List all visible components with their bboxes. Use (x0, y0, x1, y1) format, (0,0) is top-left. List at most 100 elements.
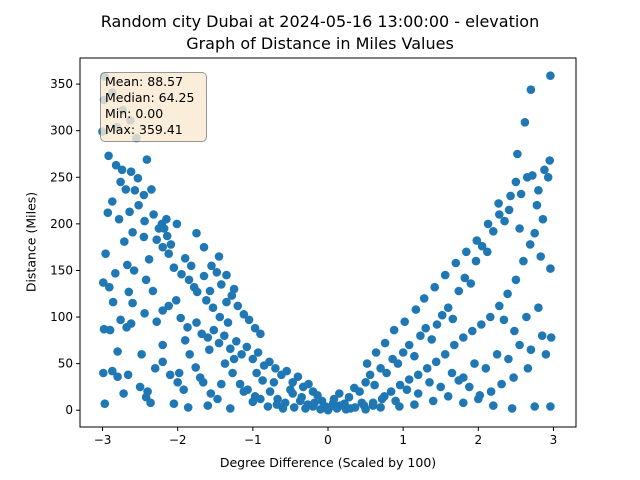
data-point (134, 200, 143, 210)
data-point (171, 296, 181, 305)
data-point (413, 370, 423, 380)
data-point (214, 252, 224, 261)
data-point (513, 149, 522, 159)
data-point (504, 354, 513, 364)
data-point (144, 254, 154, 264)
data-point (489, 401, 498, 410)
data-point (454, 376, 464, 385)
data-point (282, 366, 292, 376)
data-point (365, 370, 375, 380)
data-point (466, 279, 476, 288)
data-point (509, 373, 518, 382)
data-point (119, 389, 128, 398)
data-point (468, 326, 477, 336)
data-point (180, 336, 190, 345)
data-point (289, 403, 299, 412)
data-point (229, 284, 239, 294)
data-point (400, 317, 410, 327)
data-point (199, 271, 209, 281)
data-point (184, 275, 194, 285)
data-point (543, 173, 553, 182)
data-point (207, 261, 216, 271)
data-point (459, 333, 468, 342)
data-point (443, 303, 453, 313)
data-point (235, 379, 245, 389)
y-tick-label: 100 (50, 310, 73, 324)
data-point (123, 370, 133, 380)
data-point (335, 389, 344, 398)
data-point (495, 301, 504, 311)
data-point (166, 240, 176, 249)
data-point (293, 372, 303, 382)
data-point (239, 310, 249, 319)
data-point (528, 171, 537, 180)
data-point (206, 389, 216, 398)
data-point (105, 325, 115, 335)
data-point (152, 235, 161, 244)
data-point (128, 228, 137, 237)
data-point (431, 357, 441, 367)
data-point (147, 185, 156, 194)
data-point (239, 387, 249, 396)
data-point (483, 219, 493, 229)
data-point (149, 210, 158, 219)
data-point (192, 318, 201, 327)
y-tick-label: 150 (50, 263, 73, 277)
data-point (486, 312, 495, 322)
data-point (481, 364, 491, 373)
data-point (217, 379, 226, 389)
data-point (454, 286, 464, 296)
data-point (411, 305, 421, 314)
data-point (448, 314, 458, 324)
data-point (203, 333, 213, 342)
data-point (532, 200, 542, 210)
data-point (169, 263, 179, 273)
data-point (180, 253, 190, 263)
data-point (108, 297, 118, 307)
data-point (99, 278, 108, 287)
data-point (506, 191, 515, 201)
data-point (220, 331, 229, 341)
stats-max: Max: 359.41 (105, 122, 183, 137)
data-point (497, 379, 506, 389)
data-point (398, 348, 408, 357)
data-point (158, 357, 167, 367)
data-point (215, 312, 225, 322)
data-point (205, 286, 215, 296)
data-point (440, 270, 450, 280)
data-point (404, 375, 414, 384)
data-point (108, 197, 117, 206)
data-point (100, 399, 110, 409)
data-point (217, 280, 226, 289)
data-point (126, 167, 136, 176)
data-point (370, 380, 379, 390)
y-ticks: 0 50 100 150 200 250 300 350 (50, 77, 80, 417)
data-point (111, 269, 120, 278)
data-point (515, 224, 524, 233)
data-point (169, 399, 179, 409)
data-point (436, 382, 446, 392)
data-point (492, 350, 502, 359)
data-point (546, 71, 555, 80)
data-point (389, 325, 399, 335)
data-point (530, 402, 539, 411)
data-point (380, 338, 390, 348)
data-point (111, 160, 121, 170)
data-point (222, 270, 231, 280)
data-point (500, 216, 509, 226)
data-point (128, 298, 137, 308)
data-point (537, 331, 547, 341)
data-point (297, 392, 307, 402)
y-tick-label: 300 (50, 124, 73, 138)
data-point (288, 378, 298, 387)
x-tick-label: −3 (94, 433, 112, 447)
data-point (472, 236, 482, 245)
data-point (376, 364, 385, 373)
data-point (516, 189, 526, 199)
data-point (99, 368, 108, 378)
data-point (214, 338, 224, 348)
data-point (460, 273, 470, 283)
data-point (203, 401, 213, 410)
data-point (125, 207, 134, 217)
